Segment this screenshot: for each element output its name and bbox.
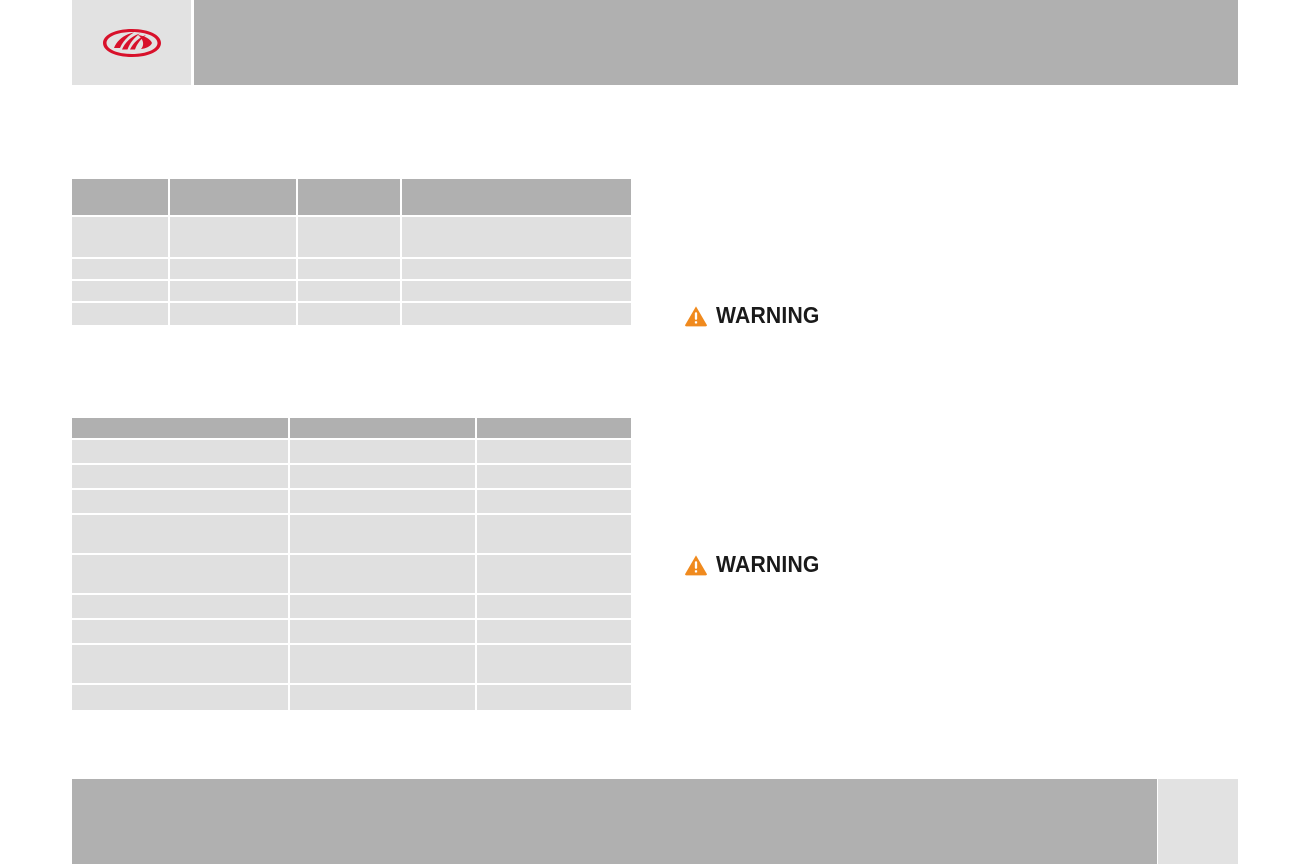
- table2-cell-3-0: [72, 515, 290, 555]
- table1-cell-3-0: [72, 303, 171, 325]
- table2-cell-2-0: [72, 490, 290, 515]
- table-row: [72, 259, 631, 281]
- table2-cell-5-0: [72, 595, 290, 620]
- table2-col-header-0: [72, 418, 290, 440]
- table1-head: [72, 179, 631, 217]
- table1-body: [72, 217, 631, 325]
- table2-cell-3-1: [290, 515, 477, 555]
- specification-table-1: [72, 179, 631, 325]
- table2-cell-7-2: [477, 645, 631, 685]
- table1-cell-1-2: [297, 259, 403, 281]
- table2-cell-4-0: [72, 555, 290, 595]
- table2-cell-8-2: [477, 685, 631, 710]
- table2-cell-3-2: [477, 515, 631, 555]
- table2-cell-7-1: [290, 645, 477, 685]
- header-banner: [194, 0, 1238, 85]
- table-row: [72, 595, 631, 620]
- table1-cell-0-1: [170, 217, 298, 259]
- warning-triangle-icon: [685, 305, 707, 326]
- table-row: [72, 303, 631, 325]
- table2-cell-5-2: [477, 595, 631, 620]
- table2-cell-1-0: [72, 465, 290, 490]
- table1-col-header-3: [402, 179, 631, 217]
- table-row: [72, 465, 631, 490]
- table1-cell-3-2: [297, 303, 403, 325]
- page-header: [72, 0, 1238, 85]
- table1-cell-1-0: [72, 259, 171, 281]
- table1-col-header-2: [297, 179, 403, 217]
- table1-cell-3-1: [170, 303, 298, 325]
- table2-col-header-1: [290, 418, 477, 440]
- table1-col-header-1: [170, 179, 298, 217]
- page-footer: [72, 779, 1238, 864]
- table2-body: [72, 440, 631, 710]
- mahindra-logo-icon: [102, 28, 161, 57]
- table1-cell-0-3: [402, 217, 631, 259]
- warning-triangle-icon: [685, 554, 707, 575]
- table-row: [72, 281, 631, 303]
- table2-cell-1-1: [290, 465, 477, 490]
- table2-cell-0-0: [72, 440, 290, 465]
- table2-cell-0-2: [477, 440, 631, 465]
- table1-cell-0-2: [297, 217, 403, 259]
- table1-cell-2-0: [72, 281, 171, 303]
- table-header-row: [72, 179, 631, 217]
- table2-cell-4-2: [477, 555, 631, 595]
- table2-cell-2-2: [477, 490, 631, 515]
- table2-col-header-2: [477, 418, 631, 440]
- warning-callout-1: WARNING: [684, 304, 829, 327]
- table2-head: [72, 418, 631, 440]
- warning-label: WARNING: [716, 551, 820, 577]
- page-number-container: [1158, 779, 1238, 864]
- table-row: [72, 620, 631, 645]
- table-row: [72, 645, 631, 685]
- table2-cell-4-1: [290, 555, 477, 595]
- table2-cell-7-0: [72, 645, 290, 685]
- table2-cell-5-1: [290, 595, 477, 620]
- table2-cell-6-0: [72, 620, 290, 645]
- specification-table-2: [72, 418, 631, 710]
- table-row: [72, 515, 631, 555]
- table1-cell-1-1: [170, 259, 298, 281]
- table1-cell-0-0: [72, 217, 171, 259]
- table2-cell-8-0: [72, 685, 290, 710]
- table-row: [72, 490, 631, 515]
- table-header-row: [72, 418, 631, 440]
- table-row: [72, 555, 631, 595]
- table1-col-header-0: [72, 179, 171, 217]
- brand-logo-container: [72, 0, 191, 85]
- table2-cell-0-1: [290, 440, 477, 465]
- table2-cell-2-1: [290, 490, 477, 515]
- table2-cell-6-2: [477, 620, 631, 645]
- table2-cell-6-1: [290, 620, 477, 645]
- table-row: [72, 217, 631, 259]
- table2-cell-1-2: [477, 465, 631, 490]
- warning-label: WARNING: [716, 302, 820, 328]
- footer-banner: [72, 779, 1157, 864]
- table1-cell-1-3: [402, 259, 631, 281]
- table1-cell-2-3: [402, 281, 631, 303]
- table-row: [72, 440, 631, 465]
- table1-cell-2-1: [170, 281, 298, 303]
- table1-cell-2-2: [297, 281, 403, 303]
- table-row: [72, 685, 631, 710]
- warning-callout-2: WARNING: [684, 553, 829, 576]
- table1-cell-3-3: [402, 303, 631, 325]
- table2-cell-8-1: [290, 685, 477, 710]
